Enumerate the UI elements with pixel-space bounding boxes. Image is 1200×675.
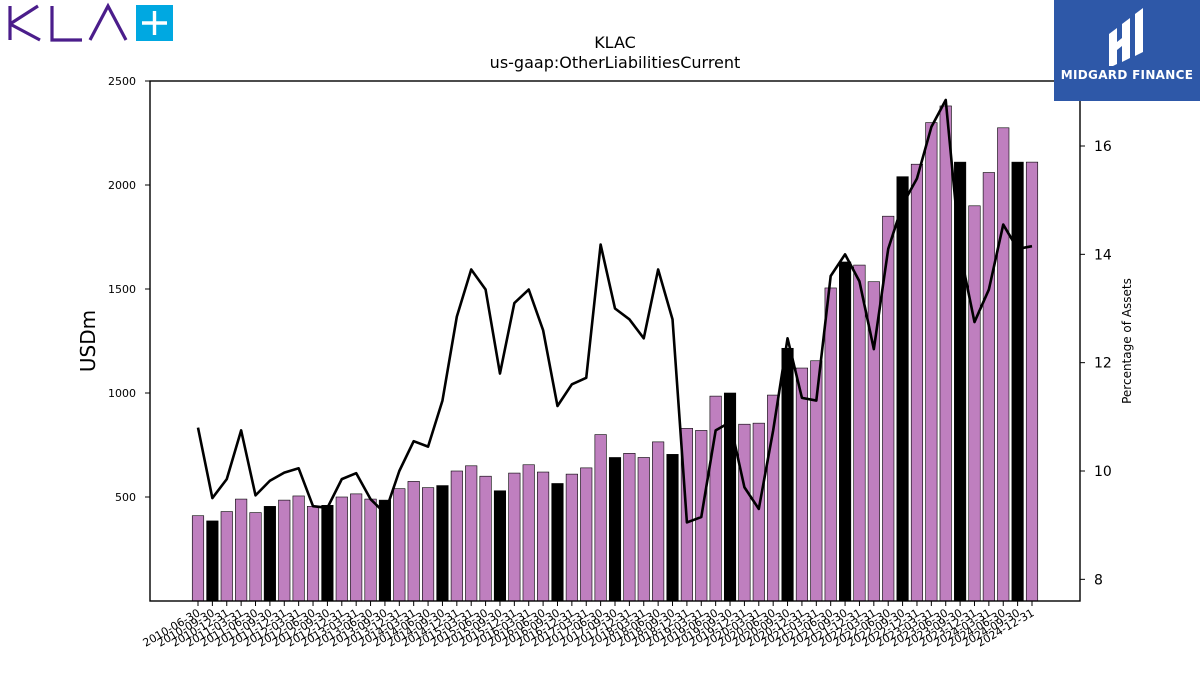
bar-2020-03-31 [752,422,765,602]
y-tick-label-1500: 1500 [108,283,136,296]
bar-2022-12-31 [910,163,924,602]
bar-2024-09-30 [1011,161,1024,602]
bar-2013-06-30 [364,498,377,602]
midgard-logo-icon [1109,8,1143,66]
bar-2018-06-30 [652,441,665,602]
y-tick-label-2500: 2500 [108,75,136,88]
bar-2016-03-31 [522,464,535,602]
bar-2014-06-30 [422,487,435,602]
bar-2018-03-31 [637,457,650,602]
bar-2015-06-30 [479,475,492,602]
bar-2019-12-31 [738,423,751,602]
plot-area: 50010001500200025008101214162010-06-3020… [108,75,1112,650]
bar-2012-03-31 [292,495,305,602]
bar-2017-09-30 [608,457,622,602]
percentage-line [196,98,1033,524]
y2-axis-label: Percentage of Assets [1120,278,1134,404]
chart-subtitle: us-gaap:OtherLiabilitiesCurrent [490,53,741,72]
y2-tick-label-10: 10 [1094,464,1112,480]
bar-2014-09-30 [436,485,449,602]
bar-2011-06-30 [249,512,262,602]
bar-2012-09-30 [321,505,334,602]
kla-logo [4,2,176,44]
bar-2023-09-30 [954,161,967,602]
bar-2010-12-31 [220,511,233,602]
bar-2024-03-31 [982,172,995,602]
bar-2017-03-31 [580,467,593,602]
bar-2021-06-30 [824,287,837,602]
chart-title: KLAC [594,33,636,52]
bar-2020-09-30 [781,347,794,602]
midgard-finance-watermark: MIDGARD FINANCE [1054,0,1200,101]
bar-2015-09-30 [493,490,507,602]
bar-2018-09-30 [666,454,679,602]
bar-2010-06-30 [191,515,205,602]
bar-2015-12-31 [508,472,521,602]
bar-2011-09-30 [263,506,276,602]
bar-2014-03-31 [407,481,420,602]
y-axis-label: USDm [76,310,100,372]
y-tick-label-2000: 2000 [108,179,136,192]
y-tick-label-1000: 1000 [108,387,136,400]
bar-2011-12-31 [278,499,291,602]
bar-2017-06-30 [594,434,607,602]
y2-tick-label-14: 14 [1094,247,1112,263]
bar-2024-12-31 [1025,161,1039,602]
bar-2023-03-31 [925,122,938,602]
bar-2014-12-31 [450,470,463,602]
bar-2012-06-30 [306,506,320,602]
bar-2020-12-31 [795,367,808,602]
bar-2021-12-31 [853,264,866,602]
bar-2015-03-31 [465,465,478,602]
bar-2023-12-31 [968,205,981,602]
bar-2016-12-31 [565,473,578,602]
watermark-label: MIDGARD FINANCE [1060,68,1194,82]
bar-2013-09-30 [378,499,391,602]
y2-tick-label-12: 12 [1094,356,1112,372]
bar-2023-06-30 [939,105,952,602]
bar-2013-12-31 [393,488,406,602]
y2-tick-label-16: 16 [1094,139,1112,155]
bar-2010-09-30 [206,520,219,602]
bar-2016-06-30 [537,471,550,602]
bar-2017-12-31 [623,453,636,602]
bar-2013-03-31 [350,493,363,602]
bar-2024-06-30 [997,127,1010,602]
bar-2012-12-31 [335,496,348,602]
bar-2016-09-30 [551,483,564,602]
bar-2011-03-31 [235,498,248,602]
bar-2021-09-30 [839,261,852,602]
y-tick-label-500: 500 [115,491,136,504]
bar-2022-09-30 [896,176,909,602]
y2-tick-label-8: 8 [1094,572,1103,588]
